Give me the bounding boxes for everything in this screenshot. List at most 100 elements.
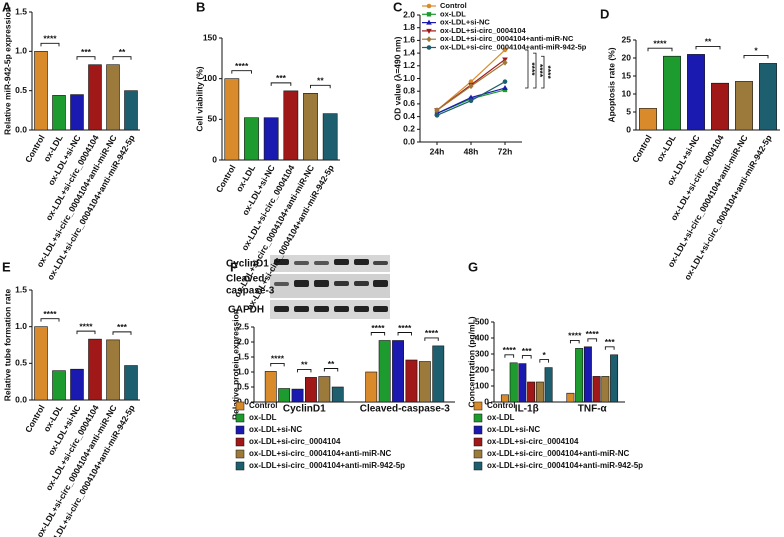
- significance-label: ***: [117, 322, 128, 332]
- y-tick-label: 0.6: [403, 98, 415, 108]
- bar: [418, 361, 431, 403]
- y-axis-label: Relative tube formation rate: [2, 289, 12, 402]
- y-tick-label: 0.0: [403, 136, 415, 146]
- bar: [52, 95, 66, 131]
- legend-label: ox-LDL+si-circ_0004104+anti-miR-NC: [249, 449, 392, 458]
- marker: [434, 107, 440, 114]
- bar: [124, 90, 138, 131]
- y-tick-label: 0.0: [15, 124, 27, 134]
- bar: [405, 359, 418, 403]
- bar: [544, 367, 553, 403]
- panel-letter: B: [196, 0, 205, 14]
- y-tick-label: 10: [622, 88, 632, 98]
- legend-label: ox-LDL+si-circ_0004104+anti-miR-942-5p: [249, 461, 405, 470]
- legend-swatch: [473, 437, 483, 447]
- significance-bracket: [270, 82, 292, 86]
- bar: [639, 108, 657, 131]
- panel-letter: A: [2, 0, 12, 14]
- y-tick-label: 100: [203, 73, 217, 83]
- y-tick-label: 0.5: [237, 381, 249, 391]
- bar: [583, 346, 592, 403]
- bar: [663, 55, 681, 131]
- significance-bracket: [370, 332, 386, 336]
- y-tick-label: 1.6: [403, 35, 415, 45]
- significance-bracket: [297, 368, 312, 373]
- significance-bracket: [604, 346, 615, 350]
- y-tick-label: 500: [475, 316, 489, 326]
- significance-bracket: [76, 330, 96, 335]
- marker: [426, 45, 432, 50]
- bar: [34, 51, 48, 131]
- blot-label: Cleaved-: [226, 274, 268, 285]
- significance-bracket: [310, 84, 331, 89]
- significance-bracket: [533, 52, 537, 89]
- legend-swatch: [473, 413, 483, 423]
- panel-letter: C: [393, 0, 403, 14]
- marker: [502, 47, 508, 53]
- legend-swatch: [235, 401, 245, 411]
- x-tick-label: 24h: [430, 146, 445, 156]
- bar: [224, 78, 240, 161]
- legend-label: ox-LDL+si-circ_0004104+anti-miR-942-5p: [487, 461, 643, 470]
- y-axis-label: Relative protein expression: [230, 309, 240, 420]
- y-tick-label: 1.0: [15, 321, 27, 331]
- y-tick-label: 0.5: [15, 85, 27, 95]
- y-tick-label: 200: [475, 364, 489, 374]
- x-tick-label: Cleaved-caspase-3: [360, 404, 450, 415]
- significance-bracket: [112, 56, 132, 60]
- significance-label: ***: [605, 337, 616, 347]
- legend-swatch: [235, 437, 245, 447]
- legend-label: ox-LDL: [440, 9, 466, 18]
- bar: [527, 381, 536, 403]
- y-tick-label: 2.5: [237, 321, 249, 331]
- y-tick-label: 20: [622, 52, 632, 62]
- y-tick-label: 0.4: [403, 111, 415, 121]
- marker: [468, 94, 474, 100]
- bar: [244, 117, 259, 161]
- panel-letter: F: [230, 259, 238, 274]
- significance-bracket: [397, 332, 412, 336]
- legend-swatch: [235, 461, 245, 471]
- y-tick-label: 400: [475, 332, 489, 342]
- significance-bracket: [112, 331, 132, 335]
- legend-label: ox-LDL+si-circ_0004104+anti-miR-NC: [440, 34, 574, 43]
- bar: [318, 376, 331, 403]
- legend-label: ox-LDL: [487, 413, 515, 422]
- significance-label: ****: [79, 321, 93, 331]
- panel-letter: D: [600, 6, 609, 21]
- significance-bracket: [647, 47, 673, 52]
- y-axis-label: Apoptosis rate (%): [606, 47, 616, 122]
- significance-label: ****: [543, 66, 553, 80]
- y-tick-label: 1.5: [15, 6, 27, 16]
- y-tick-label: 0: [626, 124, 631, 134]
- significance-bracket: [541, 55, 545, 89]
- significance-label: ***: [81, 47, 92, 57]
- y-tick-label: 50: [208, 114, 218, 124]
- blot-label: GAPDH: [228, 305, 264, 316]
- bar: [106, 64, 120, 131]
- blot-row: [270, 300, 390, 319]
- significance-label: ****: [235, 61, 249, 71]
- y-tick-label: 1.4: [403, 47, 415, 57]
- significance-label: ****: [503, 345, 517, 355]
- significance-bracket: [539, 359, 550, 363]
- significance-label: ****: [425, 328, 439, 338]
- y-tick-label: 0.8: [403, 85, 415, 95]
- y-tick-label: 1.5: [237, 351, 249, 361]
- bar: [322, 113, 338, 161]
- significance-bracket: [40, 42, 60, 47]
- panel-letter: E: [2, 259, 11, 274]
- significance-bracket: [525, 49, 529, 89]
- y-axis-label: Concentration (pg/mL): [466, 316, 476, 407]
- bar: [278, 388, 291, 403]
- marker: [468, 83, 474, 90]
- significance-label: ****: [43, 34, 57, 44]
- significance-label: ****: [371, 323, 385, 333]
- legend-swatch: [235, 413, 245, 423]
- legend-swatch: [235, 425, 245, 435]
- bar: [34, 326, 48, 401]
- significance-bracket: [323, 368, 339, 372]
- legend-label: Control: [440, 1, 467, 10]
- legend-label: Control: [487, 401, 515, 410]
- bar: [432, 345, 445, 403]
